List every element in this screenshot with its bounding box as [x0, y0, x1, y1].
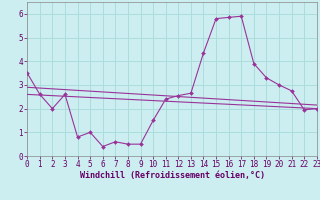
X-axis label: Windchill (Refroidissement éolien,°C): Windchill (Refroidissement éolien,°C) — [79, 171, 265, 180]
